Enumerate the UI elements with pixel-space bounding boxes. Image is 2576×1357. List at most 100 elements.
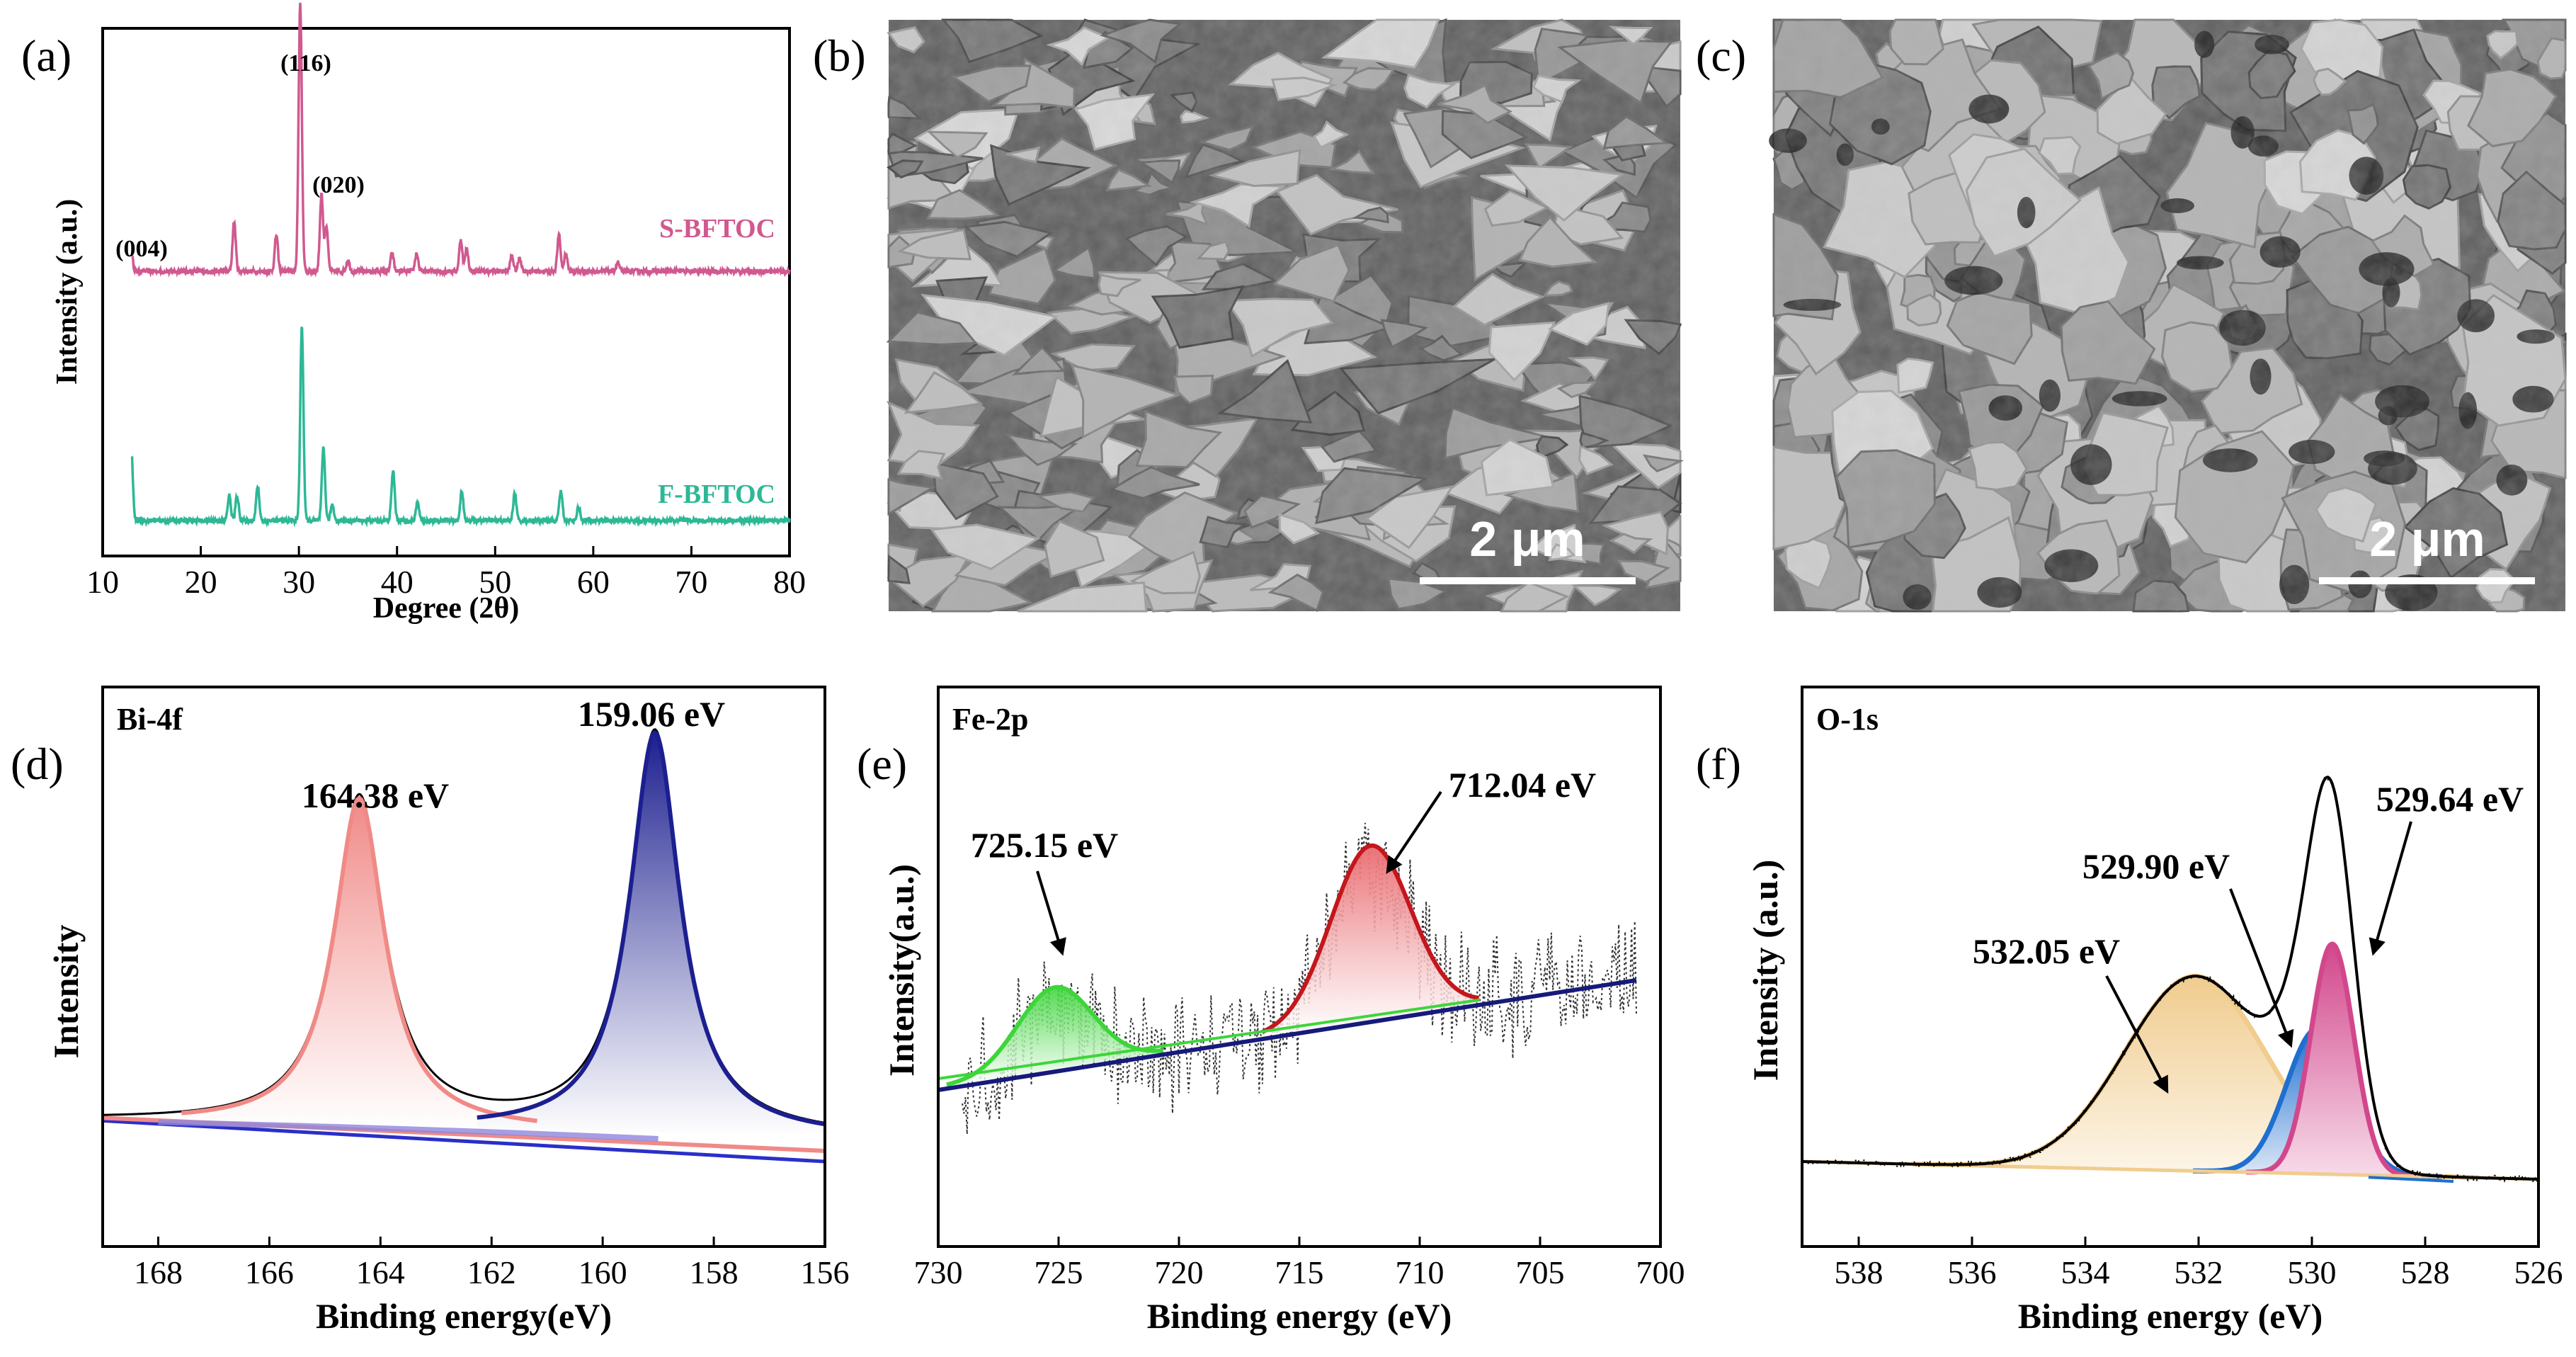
o1s-tick-label-528: 528: [2401, 1254, 2450, 1290]
xrd-tick-label-20: 20: [185, 564, 217, 600]
xps-fe2p-panel: 730 725 720 715 710 705 700 Fe-2p 725.15 eV 71…: [882, 686, 1685, 1336]
xrd-tick-label-10: 10: [86, 564, 119, 600]
fe2p-x-axis-title: Binding energy (eV): [1147, 1296, 1452, 1336]
o1s-x-axis-title: Binding energy (eV): [2018, 1296, 2323, 1336]
xps-bi4f-panel: 168 166 164 162 160 158 156 Bi-4f 164.38 eV 15…: [46, 686, 850, 1336]
fe2p-arrow-712: [1386, 790, 1442, 874]
bi4f-baseline-blue: [102, 1118, 826, 1164]
xrd-tick-label-30: 30: [283, 564, 315, 600]
xrd-tick-label-60: 60: [577, 564, 610, 600]
xrd-x-ticks: 10 20 30 40 50 60 70 80: [86, 546, 806, 600]
o1s-arrow-532: [2105, 975, 2169, 1094]
bi4f-plot-frame: [101, 686, 826, 1248]
xrd-y-axis-title: Intensity (a.u.): [51, 199, 84, 385]
o1s-raw-data: [1801, 773, 2539, 1183]
o1s-peak-532-fill: [1913, 976, 2479, 1178]
fe2p-peak-label-725: 725.15 eV: [971, 825, 1118, 865]
xrd-x-axis-title: Degree (2θ): [373, 592, 520, 625]
bi4f-baseline-violet: [158, 1119, 659, 1142]
o1s-envelope: [1802, 776, 2539, 1181]
o1s-plot-frame: [1801, 686, 2540, 1248]
fe2p-tick-label-715: 715: [1275, 1254, 1324, 1290]
bi4f-peak-label-159: 159.06 eV: [578, 694, 725, 734]
bi4f-tick-label-160: 160: [579, 1254, 627, 1290]
fe2p-baseline: [937, 978, 1637, 1092]
bi4f-y-axis-title: Intensity: [46, 925, 86, 1059]
fe2p-tick-label-700: 700: [1636, 1254, 1685, 1290]
panel-label-d: (d): [11, 739, 64, 789]
fe2p-tick-label-710: 710: [1396, 1254, 1444, 1290]
sem-image-b: 2 μm: [886, 18, 1685, 613]
annotation-004: (004): [115, 236, 168, 262]
bi4f-tick-label-166: 166: [245, 1254, 294, 1290]
annotation-116: (116): [280, 50, 331, 76]
o1s-peak-529-64-fill: [2246, 944, 2419, 1176]
panel-label-e: (e): [857, 739, 907, 789]
series-line-f-bftoc: [130, 327, 791, 528]
fe2p-peak-label-712: 712.04 eV: [1449, 765, 1596, 805]
fe2p-arrow-725: [1036, 870, 1066, 956]
bi4f-tick-label-162: 162: [467, 1254, 516, 1290]
bi4f-peak-line-159: [477, 729, 824, 1127]
o1s-curves: [1801, 773, 2539, 1183]
o1s-tick-label-526: 526: [2514, 1254, 2563, 1290]
fe2p-tick-label-720: 720: [1155, 1254, 1204, 1290]
xps-o1s-panel: 538 536 534 532 530 528 526 O-1s 532.05 eV 529…: [1745, 686, 2563, 1336]
fe2p-curves: [937, 822, 1637, 1135]
sem-image-c: 2 μm: [1769, 18, 2567, 613]
panel-label-c: (c): [1696, 30, 1746, 81]
fe2p-tick-label-730: 730: [914, 1254, 963, 1290]
fe2p-raw-data: [962, 822, 1637, 1135]
bi4f-tick-label-156: 156: [801, 1254, 850, 1290]
xrd-plot-frame: [101, 27, 791, 557]
legend-s-bftoc: S-BFTOC: [659, 214, 775, 244]
o1s-tick-label-530: 530: [2288, 1254, 2337, 1290]
o1s-element-label: O-1s: [1816, 702, 1879, 737]
xrd-tick-label-50: 50: [479, 564, 511, 600]
xrd-tick-label-80: 80: [773, 564, 806, 600]
fe2p-peak-725-line: [946, 984, 1164, 1087]
fe2p-y-axis-title: Intensity(a.u.): [882, 864, 921, 1077]
bi4f-peak-fill-159: [477, 732, 824, 1137]
bi4f-element-label: Bi-4f: [117, 702, 183, 737]
xrd-panel: 10 20 30 40 50 60 70 80 S-BFTOC F-BFTOC (116) (…: [51, 2, 806, 625]
bi4f-peak-fill-164: [181, 798, 537, 1130]
o1s-peak-529-64-line: [2246, 941, 2419, 1179]
panel-label-f: (f): [1696, 739, 1741, 789]
o1s-peak-label-529-90: 529.90 eV: [2082, 846, 2230, 886]
fe2p-peak-712-fill: [1262, 845, 1479, 1037]
fe2p-element-label: Fe-2p: [952, 702, 1029, 737]
legend-f-bftoc: F-BFTOC: [658, 479, 775, 509]
fe2p-x-ticks: 730 725 720 715 710 705 700: [914, 1237, 1685, 1290]
bi4f-tick-label-164: 164: [356, 1254, 405, 1290]
fe2p-tick-label-705: 705: [1516, 1254, 1565, 1290]
bi4f-tick-label-158: 158: [690, 1254, 739, 1290]
fe2p-peak-725-fill: [946, 987, 1163, 1086]
scale-text-c: 2 μm: [2369, 511, 2485, 567]
o1s-baseline-blue: [2368, 1176, 2454, 1183]
fe2p-peak-712-line: [1261, 843, 1480, 1034]
bi4f-x-ticks: 168 166 164 162 160 158 156: [134, 1237, 850, 1290]
o1s-tick-label-534: 534: [2061, 1254, 2110, 1290]
bi4f-tick-label-168: 168: [134, 1254, 183, 1290]
fe2p-tick-label-725: 725: [1035, 1254, 1083, 1290]
o1s-arrow-529-90: [2229, 888, 2294, 1048]
bi4f-curves: [102, 728, 826, 1164]
bi4f-x-axis-title: Binding energy(eV): [316, 1296, 612, 1336]
series-line-s-bftoc: [131, 2, 791, 278]
o1s-y-axis-title: Intensity (a.u.): [1745, 860, 1785, 1081]
panel-label-b: (b): [813, 30, 866, 81]
o1s-x-ticks: 538 536 534 532 530 528 526: [1835, 1237, 2563, 1290]
bi4f-peak-line-164: [181, 795, 537, 1123]
xrd-tick-label-70: 70: [675, 564, 707, 600]
annotation-020: (020): [312, 172, 365, 198]
panel-label-a: (a): [21, 30, 72, 81]
o1s-peak-label-532: 532.05 eV: [1973, 931, 2120, 971]
o1s-tick-label-536: 536: [1948, 1254, 1997, 1290]
xrd-tick-label-40: 40: [381, 564, 414, 600]
o1s-arrow-529-64: [2369, 821, 2412, 956]
o1s-tick-label-538: 538: [1835, 1254, 1883, 1290]
o1s-peak-label-529-64: 529.64 eV: [2376, 779, 2524, 819]
bi4f-peak-label-164: 164.38 eV: [302, 776, 449, 815]
